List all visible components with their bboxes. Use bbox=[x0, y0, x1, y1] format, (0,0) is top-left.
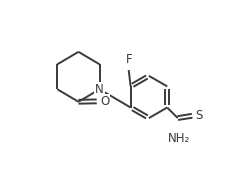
Text: N: N bbox=[95, 83, 104, 96]
Text: NH₂: NH₂ bbox=[168, 132, 190, 145]
Text: S: S bbox=[195, 109, 202, 122]
Text: O: O bbox=[100, 95, 109, 108]
Text: F: F bbox=[125, 53, 132, 66]
